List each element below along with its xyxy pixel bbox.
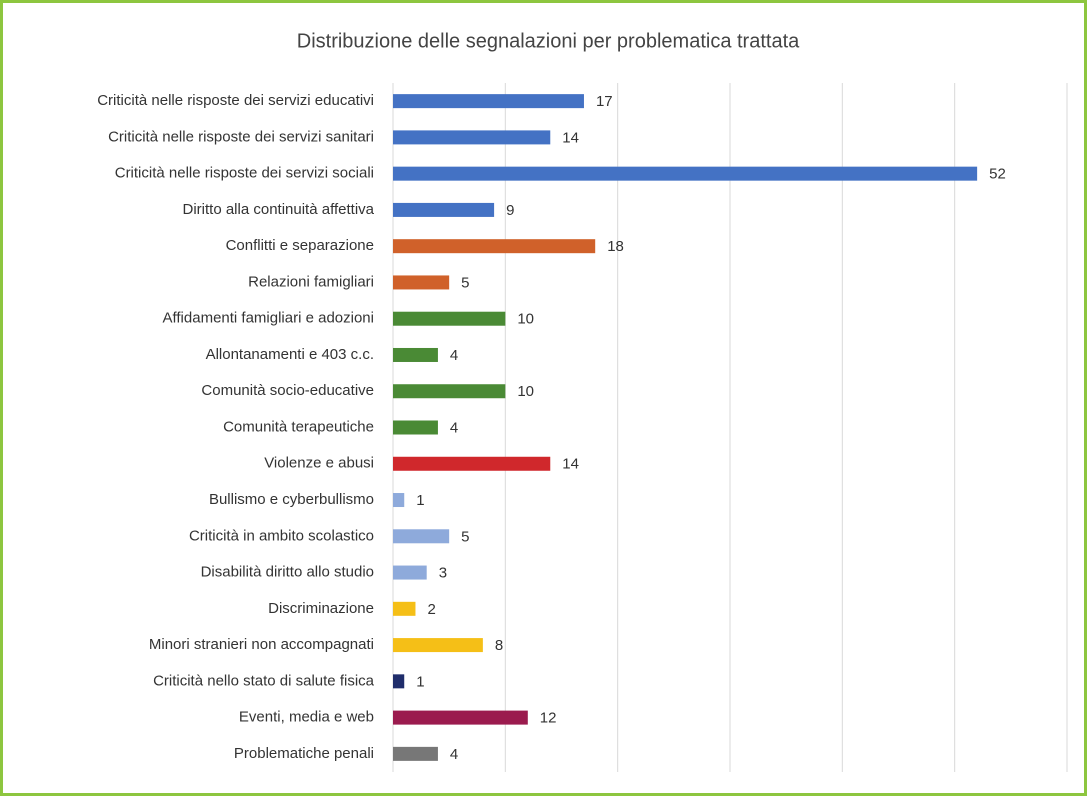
bar [393,347,438,362]
chart-title: Distribuzione delle segnalazioni per pro… [297,30,800,52]
value-label: 10 [517,311,534,328]
value-label: 4 [450,419,458,436]
y-tick-label: Conflitti e separazione [226,237,374,254]
value-label: 5 [461,274,469,291]
value-label: 14 [562,129,579,146]
y-tick-label: Eventi, media e web [239,709,374,726]
y-tick-label: Criticità nelle risposte dei servizi san… [108,128,374,145]
value-label: 1 [416,492,424,509]
value-label: 3 [439,565,447,582]
value-label: 4 [450,746,458,763]
bar [393,710,528,725]
value-label: 8 [495,637,503,654]
bar [393,638,483,653]
bar [393,746,438,761]
bar [393,493,405,508]
value-label: 18 [607,238,624,255]
value-label: 1 [416,673,424,690]
value-label: 2 [427,601,435,618]
y-tick-label: Minori stranieri non accompagnati [149,636,374,653]
y-tick-label: Discriminazione [268,600,374,617]
bar [393,166,978,181]
value-label: 14 [562,456,579,473]
value-label: 9 [506,202,514,219]
bar [393,384,506,399]
bar [393,275,450,290]
y-tick-label: Affidamenti famigliari e adozioni [162,310,374,327]
bar [393,674,405,689]
y-tick-label: Comunità terapeutiche [223,418,374,435]
value-label: 17 [596,93,613,110]
y-tick-label: Bullismo e cyberbullismo [209,491,374,508]
bar [393,94,584,109]
bar [393,420,438,435]
value-label: 52 [989,166,1006,183]
y-tick-label: Problematiche penali [234,745,374,762]
bar [393,456,551,471]
bar [393,565,427,580]
y-tick-label: Criticità nelle risposte dei servizi edu… [97,92,374,109]
y-tick-label: Allontanamenti e 403 c.c. [206,346,374,363]
y-tick-label: Criticità nello stato di salute fisica [153,672,375,689]
y-tick-label: Criticità in ambito scolastico [189,527,374,544]
y-tick-label: Disabilità diritto allo studio [201,564,374,581]
bar [393,311,506,326]
y-tick-label: Comunità socio-educative [201,382,374,399]
y-tick-label: Criticità nelle risposte dei servizi soc… [115,165,374,182]
bar [393,130,551,145]
bar [393,529,450,544]
y-tick-label: Diritto alla continuità affettiva [183,201,375,218]
y-tick-label: Violenze e abusi [264,455,374,472]
y-tick-label: Relazioni famigliari [248,273,374,290]
value-label: 10 [517,383,534,400]
bar [393,202,495,217]
value-label: 12 [540,710,557,727]
value-label: 5 [461,528,469,545]
bar [393,239,596,254]
value-label: 4 [450,347,458,364]
bar [393,601,416,616]
